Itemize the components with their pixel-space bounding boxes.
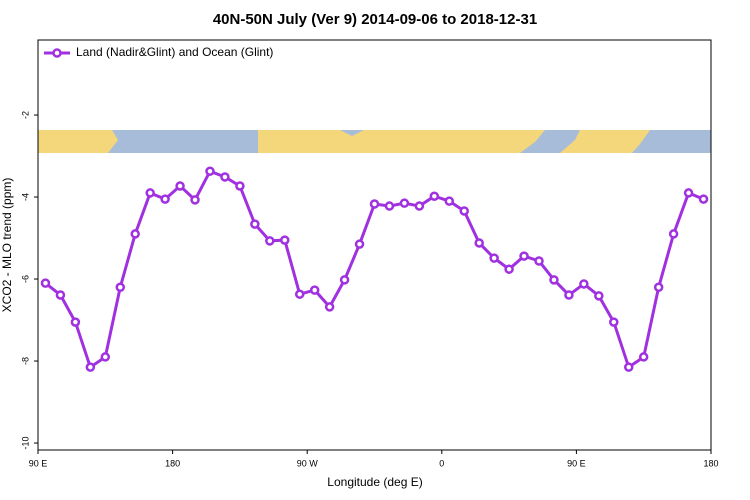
y-tick-label: -10: [20, 437, 30, 450]
point: [220, 172, 230, 182]
x-tick-label: 180: [703, 458, 718, 468]
map-band: [38, 130, 711, 153]
point: [384, 201, 395, 211]
point: [55, 290, 66, 300]
point: [205, 166, 215, 176]
point: [175, 181, 185, 191]
x-tick-label: 180: [165, 458, 180, 468]
point: [668, 229, 679, 239]
y-tick-label: -2: [20, 111, 30, 119]
point: [250, 219, 260, 229]
legend-label: Land (Nadir&Glint) and Ocean (Glint): [76, 45, 273, 59]
point: [653, 282, 664, 292]
point: [235, 181, 245, 191]
point: [474, 238, 484, 248]
point: [280, 235, 290, 245]
point: [414, 201, 425, 211]
point: [190, 195, 200, 205]
point: [594, 291, 604, 301]
point: [564, 290, 574, 300]
plot-frame: [37, 39, 712, 451]
point: [309, 285, 320, 295]
y-tick-label: -6: [20, 275, 30, 283]
point: [534, 256, 544, 266]
point: [115, 282, 126, 292]
point: [369, 199, 380, 209]
point: [294, 289, 305, 299]
point: [549, 275, 559, 285]
y-tick-label: -4: [20, 193, 30, 201]
point: [324, 302, 335, 312]
point: [354, 239, 365, 249]
point: [698, 194, 709, 204]
y-axis-label: XCO2 - MLO trend (ppm): [0, 178, 14, 313]
point: [100, 352, 111, 362]
point: [609, 317, 619, 327]
point: [683, 188, 694, 198]
point: [429, 191, 440, 201]
y-tick-label: -8: [20, 357, 30, 365]
point: [519, 251, 529, 261]
point: [399, 198, 410, 208]
x-tick-label: 90 W: [297, 458, 319, 468]
point: [130, 229, 140, 239]
x-tick-label: 90 E: [567, 458, 586, 468]
point: [70, 317, 81, 327]
x-tick-label: 90 E: [29, 458, 48, 468]
point: [40, 278, 51, 288]
x-tick-label: 0: [439, 458, 444, 468]
chart-title: 40N-50N July (Ver 9) 2014-09-06 to 2018-…: [213, 11, 537, 28]
legend-marker: [52, 48, 62, 58]
point: [459, 206, 469, 216]
point: [145, 188, 155, 198]
point: [504, 264, 514, 274]
point: [579, 279, 589, 289]
point: [265, 236, 275, 246]
point: [85, 362, 96, 372]
x-axis-label: Longitude (deg E): [327, 475, 422, 489]
point: [623, 362, 634, 372]
point: [638, 352, 649, 362]
point: [444, 196, 455, 206]
point: [339, 275, 350, 285]
point: [489, 253, 499, 263]
point: [160, 194, 170, 204]
